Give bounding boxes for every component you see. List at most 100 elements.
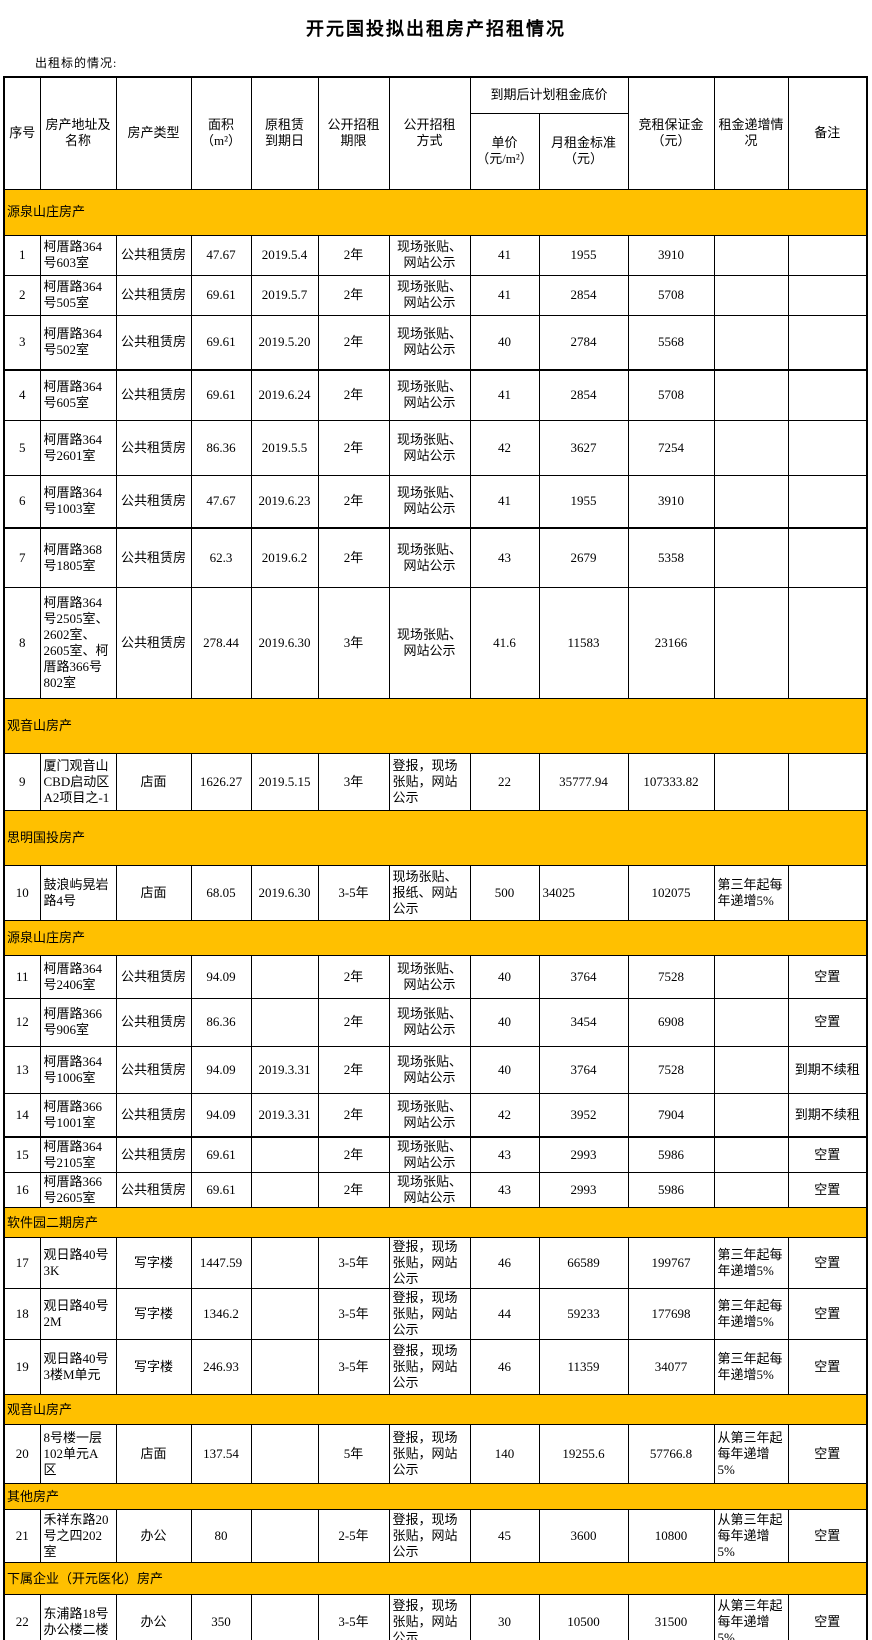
cell-address: 柯厝路366 号1001室: [39, 1092, 117, 1138]
cell-seq: 4: [3, 369, 41, 421]
cell-remark: 空置: [787, 1339, 868, 1395]
cell-type: 办公: [115, 1509, 192, 1563]
cell-remark: 空置: [787, 997, 868, 1047]
table-row: 9 厦门观音山 CBD启动区 A2项目之-1 店面 1626.27 2019.5.15 3…: [3, 752, 868, 811]
cell-deposit: 31500: [627, 1594, 715, 1640]
cell-remark: [787, 864, 868, 921]
cell-term: 2年: [317, 234, 390, 276]
cell-seq: 11: [3, 954, 41, 999]
col-header-base-rent-group: 到期后计划租金底价: [469, 76, 629, 114]
cell-increase: 第三年起每 年递增5%: [713, 1339, 789, 1395]
table-row: 5 柯厝路364 号2601室 公共租赁房 86.36 2019.5.5 2年 现场张贴、 …: [3, 419, 868, 476]
cell-method: 登报，现场 张贴，网站 公示: [388, 1594, 471, 1640]
cell-increase: 第三年起每 年递增5%: [713, 1237, 789, 1289]
cell-lease-expiry: 2019.6.30: [250, 864, 319, 921]
cell-unit-price: 42: [469, 419, 540, 476]
cell-monthly-rent: 2784: [538, 314, 629, 371]
table-row: 15 柯厝路364 号2105室 公共租赁房 69.61 2年 现场张贴、 网站公示 43 2…: [3, 1136, 868, 1173]
cell-address: 柯厝路364 号1003室: [39, 474, 117, 529]
cell-increase: [713, 314, 789, 371]
cell-lease-expiry: [250, 1339, 319, 1395]
cell-address: 柯厝路364 号2505室、 2602室、 2605室、柯 厝路366号 802…: [39, 586, 117, 699]
cell-increase: 从第三年起 每年递增5%: [713, 1424, 789, 1484]
table-row: 1 柯厝路364 号603室 公共租赁房 47.67 2019.5.4 2年 现场张贴、 网…: [3, 234, 868, 276]
section-row: 软件园二期房产: [3, 1207, 868, 1238]
cell-seq: 17: [3, 1237, 41, 1289]
cell-type: 公共租赁房: [115, 997, 192, 1047]
cell-type: 写字楼: [115, 1288, 192, 1340]
cell-term: 3-5年: [317, 1288, 390, 1340]
cell-method: 现场张贴、 报纸、网站 公示: [388, 864, 471, 921]
col-header-increase: 租金递增情 况: [713, 76, 789, 190]
cell-seq: 16: [3, 1172, 41, 1208]
cell-deposit: 5986: [627, 1172, 715, 1208]
cell-area: 137.54: [190, 1424, 252, 1484]
table-row: 4 柯厝路364 号605室 公共租赁房 69.61 2019.6.24 2年 现场张贴、 …: [3, 369, 868, 421]
cell-monthly-rent: 3952: [538, 1092, 629, 1138]
cell-deposit: 5358: [627, 527, 715, 588]
cell-method: 现场张贴、 网站公示: [388, 1045, 471, 1094]
cell-deposit: 177698: [627, 1288, 715, 1340]
cell-monthly-rent: 34025: [538, 864, 629, 921]
cell-method: 登报，现场 张贴，网站 公示: [388, 1237, 471, 1289]
cell-unit-price: 500: [469, 864, 540, 921]
cell-remark: [787, 527, 868, 588]
cell-deposit: 3910: [627, 474, 715, 529]
cell-address: 柯厝路364 号1006室: [39, 1045, 117, 1094]
col-header-remark: 备注: [787, 76, 868, 190]
cell-type: 写字楼: [115, 1237, 192, 1289]
cell-method: 现场张贴、 网站公示: [388, 474, 471, 529]
cell-area: 80: [190, 1509, 252, 1563]
cell-term: 2年: [317, 997, 390, 1047]
cell-deposit: 7904: [627, 1092, 715, 1138]
cell-unit-price: 41: [469, 234, 540, 276]
cell-address: 厦门观音山 CBD启动区 A2项目之-1: [39, 752, 117, 811]
cell-seq: 19: [3, 1339, 41, 1395]
table-row: 10 鼓浪屿晃岩 路4号 店面 68.05 2019.6.30 3-5年 现场张贴、 报纸、…: [3, 864, 868, 921]
cell-monthly-rent: 3454: [538, 997, 629, 1047]
cell-seq: 9: [3, 752, 41, 811]
cell-unit-price: 45: [469, 1509, 540, 1563]
table-row: 11 柯厝路364 号2406室 公共租赁房 94.09 2年 现场张贴、 网站公示 40 3…: [3, 954, 868, 999]
cell-term: 2年: [317, 954, 390, 999]
cell-term: 2-5年: [317, 1509, 390, 1563]
table-body: 源泉山庄房产 1 柯厝路364 号603室 公共租赁房 47.67 2019.5.4 2年现…: [3, 188, 868, 1640]
cell-seq: 18: [3, 1288, 41, 1340]
cell-area: 1626.27: [190, 752, 252, 811]
cell-method: 登报，现场 张贴，网站 公示: [388, 1424, 471, 1484]
cell-deposit: 7528: [627, 1045, 715, 1094]
table-row: 3 柯厝路364 号502室 公共租赁房 69.61 2019.5.20 2年 现场张贴、 …: [3, 314, 868, 371]
cell-lease-expiry: 2019.6.2: [250, 527, 319, 588]
cell-monthly-rent: 3764: [538, 1045, 629, 1094]
cell-monthly-rent: 3764: [538, 954, 629, 999]
cell-term: 2年: [317, 419, 390, 476]
cell-seq: 3: [3, 314, 41, 371]
cell-type: 公共租赁房: [115, 274, 192, 316]
cell-increase: [713, 586, 789, 699]
col-header-area: 面积 （m²）: [190, 76, 252, 190]
cell-seq: 6: [3, 474, 41, 529]
cell-term: 2年: [317, 314, 390, 371]
cell-remark: 空置: [787, 1172, 868, 1208]
cell-method: 登报，现场 张贴，网站 公示: [388, 1339, 471, 1395]
cell-address: 柯厝路364 号505室: [39, 274, 117, 316]
table-row: 12 柯厝路366 号906室 公共租赁房 86.36 2年 现场张贴、 网站公示 40 34…: [3, 997, 868, 1047]
section-row: 源泉山庄房产: [3, 188, 868, 236]
cell-increase: 从第三年起 每年递增5%: [713, 1594, 789, 1640]
cell-monthly-rent: 11359: [538, 1339, 629, 1395]
cell-type: 公共租赁房: [115, 527, 192, 588]
cell-deposit: 5708: [627, 274, 715, 316]
cell-deposit: 10800: [627, 1509, 715, 1563]
cell-type: 办公: [115, 1594, 192, 1640]
cell-seq: 22: [3, 1594, 41, 1640]
cell-seq: 2: [3, 274, 41, 316]
page-title: 开元国投拟出租房产招租情况: [306, 19, 566, 39]
cell-term: 3-5年: [317, 1339, 390, 1395]
table-row: 2 柯厝路364 号505室 公共租赁房 69.61 2019.5.7 2年 现场张贴、 网…: [3, 274, 868, 316]
cell-address: 柯厝路364 号2105室: [39, 1136, 117, 1173]
cell-remark: [787, 314, 868, 371]
cell-deposit: 34077: [627, 1339, 715, 1395]
cell-deposit: 6908: [627, 997, 715, 1047]
cell-seq: 10: [3, 864, 41, 921]
cell-monthly-rent: 10500: [538, 1594, 629, 1640]
